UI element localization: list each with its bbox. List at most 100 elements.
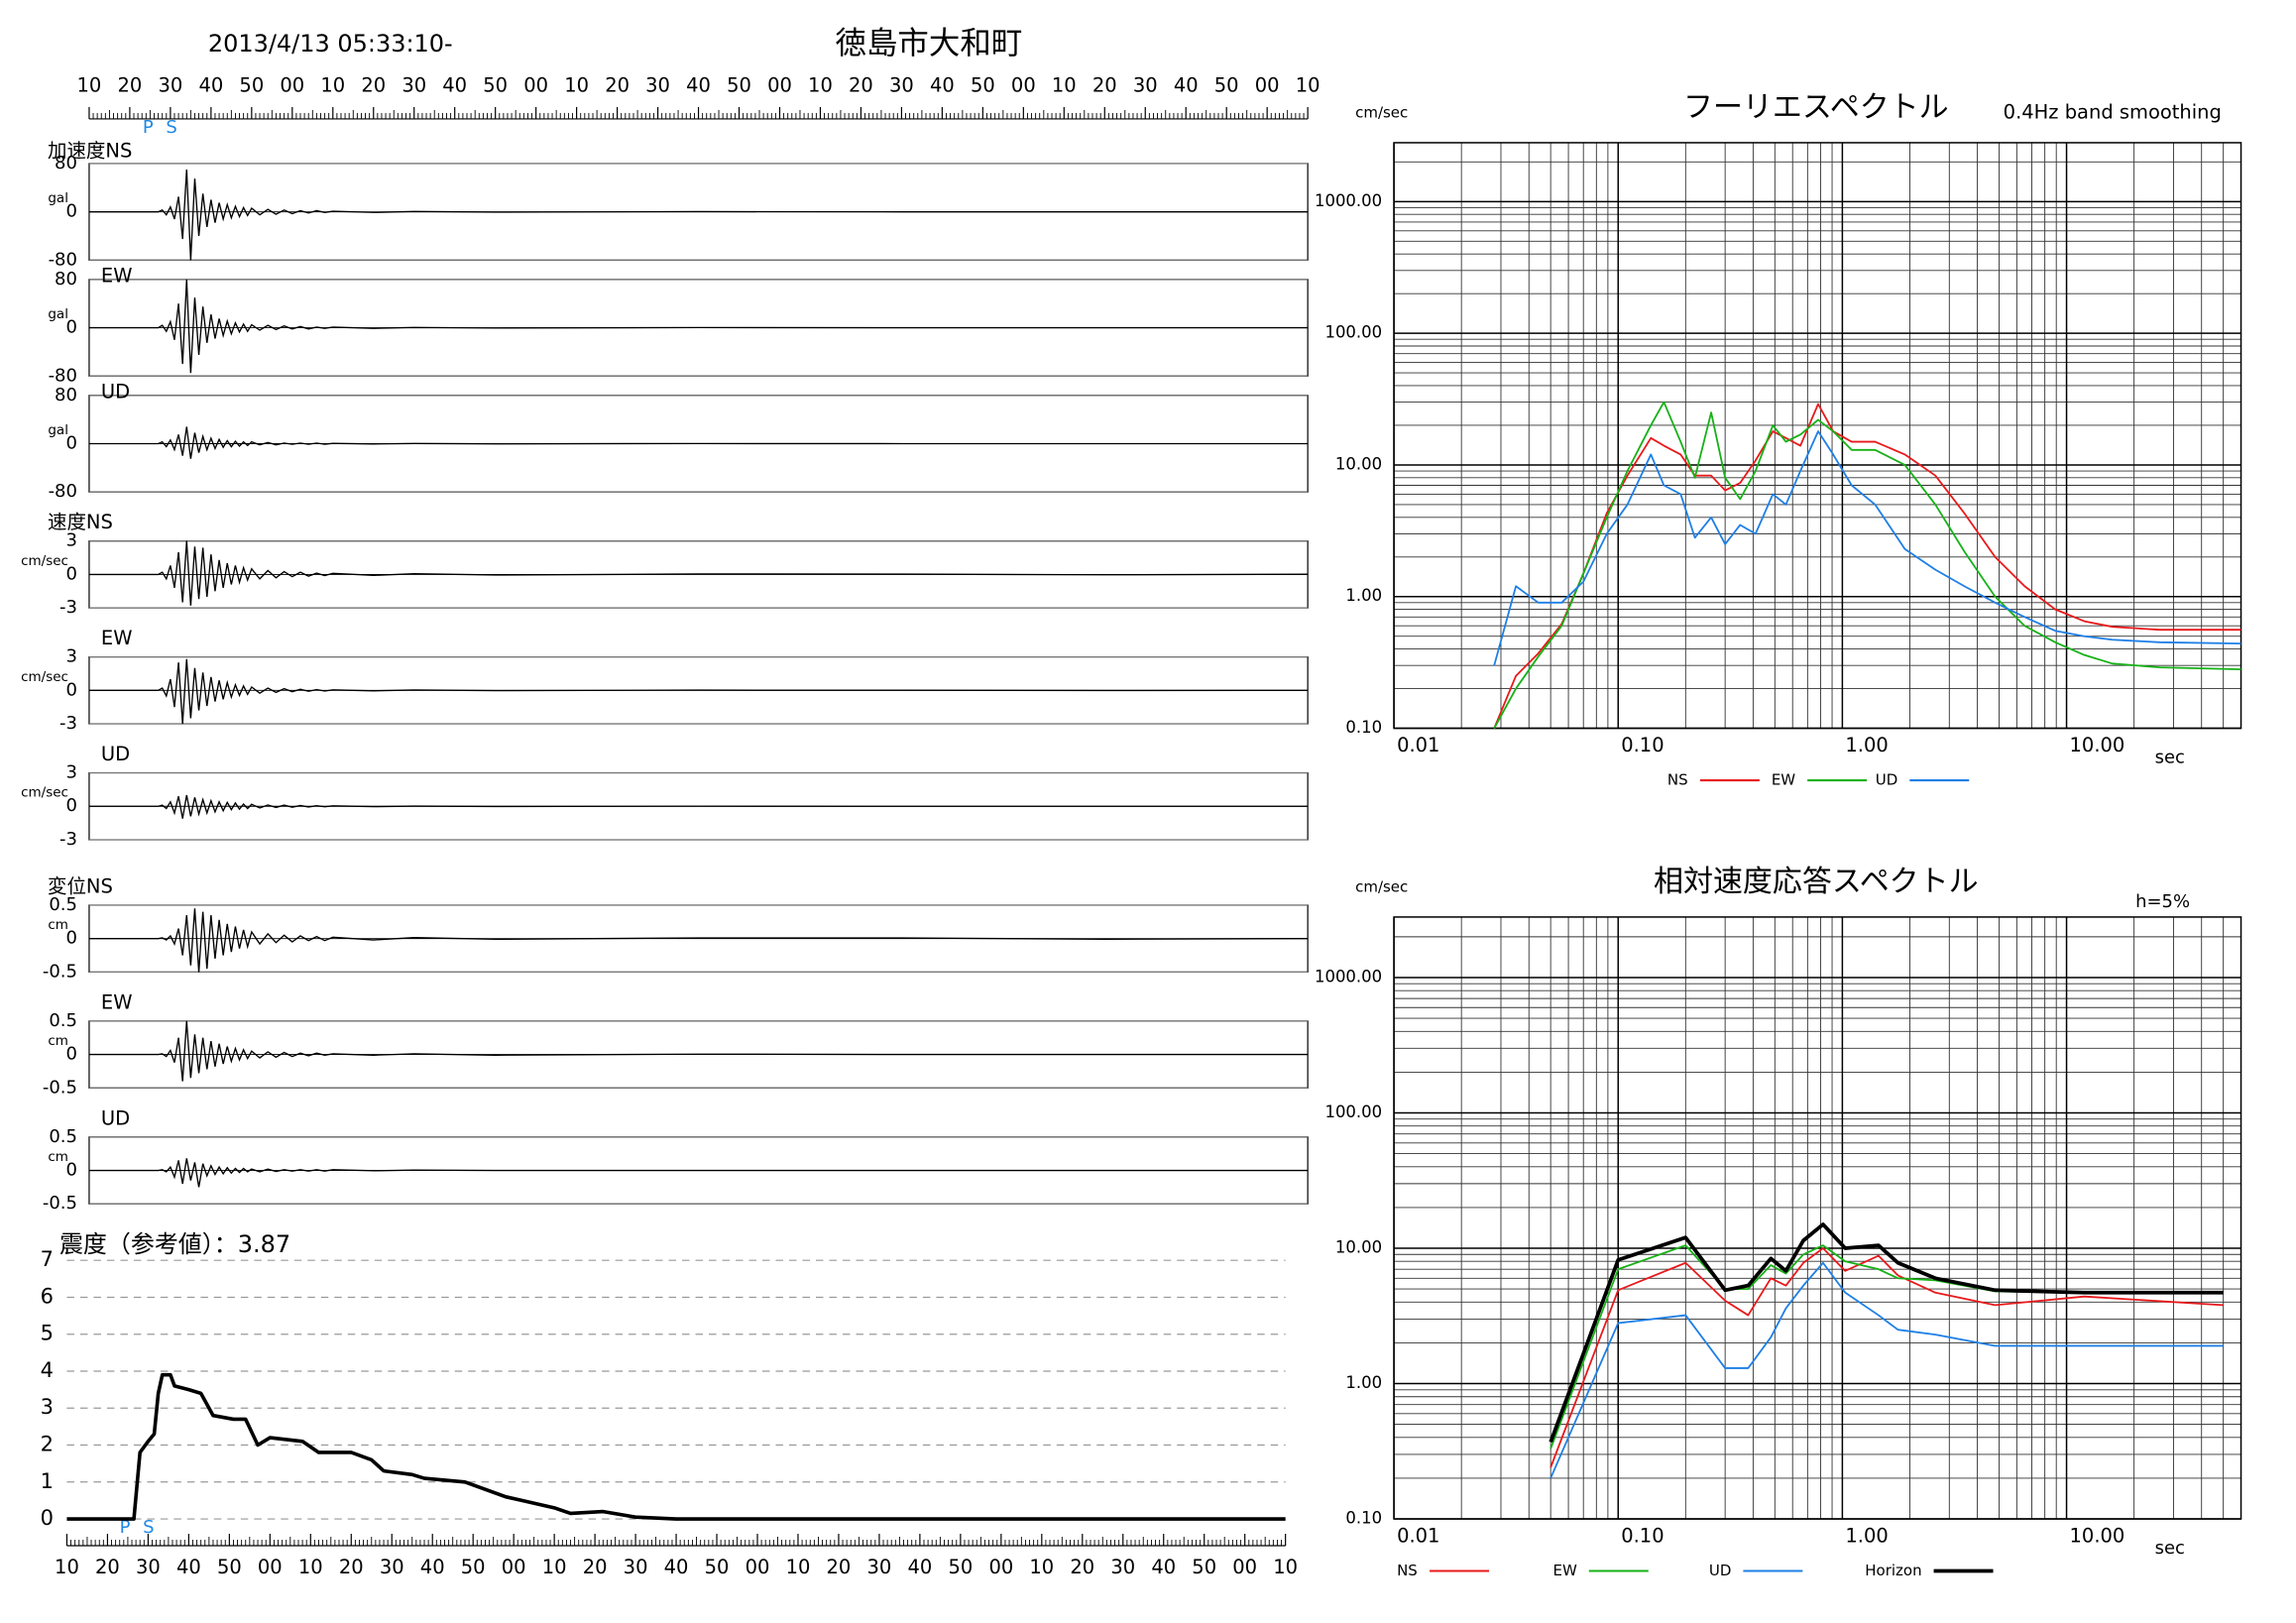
x-tick-label: 10 [77,73,102,96]
panel-label: UD [101,743,130,765]
spectrum-line [1550,1247,2224,1468]
waveform-trace [88,169,1309,261]
legend-label: EW [1772,771,1795,789]
x-tick-label: 20 [849,73,873,96]
x-tick-label: 40 [686,73,711,96]
x-tick-label: 20 [605,73,630,96]
y-tick-label: 0.10 [1345,1509,1382,1528]
unit-label: gal [48,190,68,206]
x-tick-label: 10 [298,1556,323,1578]
y-tick-label: -3 [59,829,77,850]
waveform-trace [88,279,1309,374]
panel-label: EW [101,627,133,649]
y-tick-label: -3 [59,713,77,734]
x-tick-label: 10.00 [2070,734,2125,756]
chart-title: 相対速度応答スペクトル [1654,865,1979,899]
x-tick-label: 50 [217,1556,242,1578]
x-axis-unit: sec [2155,1538,2185,1559]
x-tick-label: 50 [483,73,508,96]
x-tick-label: 10 [786,1556,811,1578]
y-tick-label: -80 [49,481,77,502]
x-tick-label: 40 [442,73,467,96]
x-tick-label: 30 [867,1556,892,1578]
y-tick-label: 1000.00 [1315,191,1382,210]
x-tick-label: 00 [1255,73,1280,96]
y-tick-label: 7 [41,1247,54,1271]
waveform-trace [88,426,1309,459]
x-tick-label: 1.00 [1845,1525,1888,1548]
y-tick-label: 80 [55,153,77,174]
waveform-trace [88,908,1309,973]
y-tick-label: 0 [66,928,77,949]
y-tick-label: 3 [66,646,77,667]
x-tick-label: 20 [1092,73,1117,96]
legend-label: UD [1876,771,1898,789]
y-tick-label: 4 [41,1358,54,1382]
y-tick-label: 1.00 [1345,586,1382,605]
phase-label: S [166,117,176,138]
y-tick-label: 0 [66,432,77,453]
x-tick-label: 10 [542,1556,567,1578]
x-tick-label: 00 [746,1556,770,1578]
y-tick-label: 2 [41,1433,54,1456]
y-tick-label: 5 [41,1322,54,1345]
intensity-line [66,1372,1286,1521]
y-tick-label: -80 [49,365,77,386]
x-tick-label: 0.10 [1621,734,1664,756]
spectrum-line [1493,401,2241,729]
chart-title: フーリエスペクトル [1683,90,1949,125]
waveform-trace [88,1020,1309,1082]
x-tick-label: 50 [1192,1556,1216,1578]
y-tick-label: 0 [66,1044,77,1065]
legend-label: UD [1709,1562,1732,1579]
x-tick-label: 0.10 [1621,1525,1664,1548]
unit-label: gal [48,422,68,438]
y-tick-label: 80 [55,269,77,290]
spectrum-line [1550,1261,2224,1479]
waveform-trace [88,794,1309,819]
y-tick-label: 0 [66,795,77,816]
x-axis-unit: sec [2155,748,2185,768]
x-tick-label: 40 [930,73,955,96]
y-tick-label: 1 [41,1469,54,1493]
y-tick-label: 0.5 [49,1010,77,1031]
x-tick-label: 20 [95,1556,120,1578]
x-tick-label: 00 [767,73,792,96]
y-tick-label: 0 [66,563,77,584]
x-tick-label: 30 [889,73,914,96]
x-tick-label: 50 [727,73,751,96]
x-tick-label: 10 [1052,73,1077,96]
y-tick-label: 0 [41,1506,54,1530]
chart-title: 震度（参考値）：3.87 [59,1230,290,1258]
phase-label: S [143,1517,154,1538]
x-tick-label: 50 [461,1556,486,1578]
x-tick-label: 30 [1133,73,1158,96]
x-tick-label: 40 [176,1556,201,1578]
plot-frame [1393,142,2242,730]
unit-label: cm [48,1033,68,1049]
x-tick-label: 00 [523,73,548,96]
legend-label: EW [1552,1562,1576,1579]
x-tick-label: 20 [339,1556,364,1578]
x-tick-label: 30 [380,1556,404,1578]
y-tick-label: 1000.00 [1315,967,1382,985]
x-tick-label: 30 [402,73,426,96]
x-tick-label: 50 [971,73,995,96]
unit-label: cm/sec [21,669,68,685]
unit-label: cm/sec [21,785,68,801]
spectrum-line [1493,430,2241,666]
y-tick-label: 0.10 [1345,718,1382,737]
y-tick-label: 3 [66,762,77,783]
plot-frame [1393,916,2242,1520]
station-name: 徳島市大和町 [835,26,1022,61]
waveform-trace [88,658,1309,725]
y-tick-label: 0.5 [49,894,77,915]
phase-label: P [143,117,154,138]
panel-label: UD [101,380,130,403]
unit-label: cm [48,1149,68,1165]
y-tick-label: 100.00 [1324,323,1382,342]
x-tick-label: 10 [564,73,589,96]
panel-label: UD [101,1106,130,1129]
x-tick-label: 20 [118,73,143,96]
